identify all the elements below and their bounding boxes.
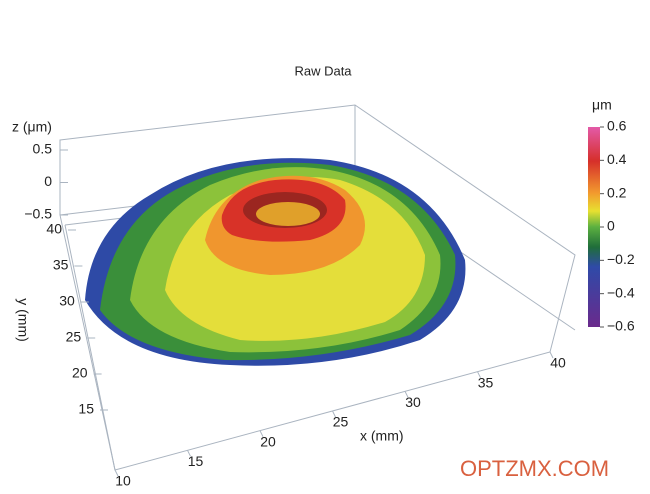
x-tick-label: 35 xyxy=(478,374,494,390)
chart-title: Raw Data xyxy=(294,63,352,78)
y-tick-label: 25 xyxy=(66,329,82,345)
y-tick-label: 20 xyxy=(72,365,88,381)
colorbar-tick-label: 0.6 xyxy=(607,118,627,134)
y-tick-label: 35 xyxy=(53,257,69,273)
colorbar-title: μm xyxy=(592,97,612,113)
y-tick-label: 15 xyxy=(78,401,94,417)
colorbar-tick-label: 0 xyxy=(607,218,615,234)
x-tick xyxy=(332,410,336,418)
z-axis-label: z (μm) xyxy=(12,119,52,135)
colorbar-tick-label: 0.2 xyxy=(607,184,627,200)
surface xyxy=(85,158,466,366)
z-tick-label: 0 xyxy=(44,173,52,189)
y-tick-label: 40 xyxy=(46,221,62,237)
y-tick-label: 30 xyxy=(59,293,75,309)
z-tick-label: −0.5 xyxy=(24,206,52,222)
x-tick xyxy=(114,469,119,477)
colorbar-tick-label: −0.6 xyxy=(607,318,635,334)
x-tick-label: 25 xyxy=(333,414,349,430)
y-axis-label: y (mm) xyxy=(15,298,31,342)
x-tick-label: 30 xyxy=(405,394,421,410)
z-tick-label: 0.5 xyxy=(33,141,53,157)
x-tick-label: 10 xyxy=(115,473,131,489)
x-tick xyxy=(549,351,554,359)
x-tick xyxy=(259,430,264,437)
colorbar-tick-label: 0.4 xyxy=(607,151,627,167)
x-tick xyxy=(477,371,481,378)
colorbar-tick-label: −0.2 xyxy=(607,251,635,267)
x-tick-label: 15 xyxy=(188,453,204,469)
x-tick-label: 40 xyxy=(550,355,566,371)
x-tick xyxy=(187,450,191,457)
x-axis-label: x (mm) xyxy=(360,428,404,444)
x-tick xyxy=(404,391,409,398)
x-tick-label: 20 xyxy=(260,433,276,449)
colorbar xyxy=(588,127,600,327)
colorbar-tick-label: −0.4 xyxy=(607,284,635,300)
watermark: OPTZMX.COM xyxy=(460,456,609,481)
